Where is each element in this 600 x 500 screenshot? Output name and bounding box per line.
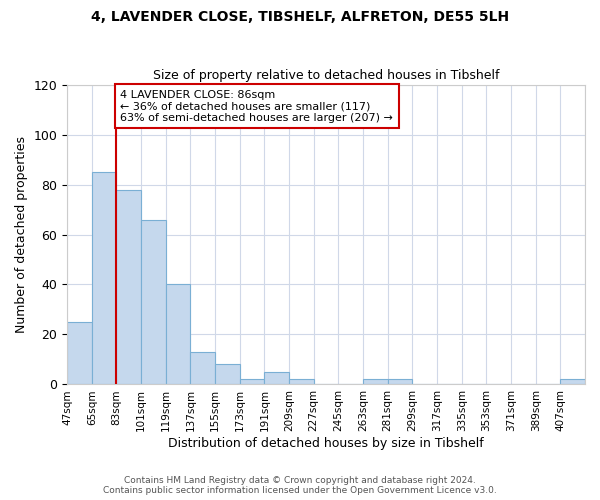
Bar — [215, 364, 240, 384]
Bar — [289, 380, 314, 384]
Bar — [166, 284, 190, 384]
Bar — [560, 380, 585, 384]
Bar — [363, 380, 388, 384]
Bar — [67, 322, 92, 384]
Bar — [92, 172, 116, 384]
Bar — [240, 380, 265, 384]
Bar — [141, 220, 166, 384]
X-axis label: Distribution of detached houses by size in Tibshelf: Distribution of detached houses by size … — [168, 437, 484, 450]
Text: 4 LAVENDER CLOSE: 86sqm
← 36% of detached houses are smaller (117)
63% of semi-d: 4 LAVENDER CLOSE: 86sqm ← 36% of detache… — [120, 90, 393, 123]
Text: 4, LAVENDER CLOSE, TIBSHELF, ALFRETON, DE55 5LH: 4, LAVENDER CLOSE, TIBSHELF, ALFRETON, D… — [91, 10, 509, 24]
Bar — [190, 352, 215, 384]
Bar — [116, 190, 141, 384]
Text: Contains HM Land Registry data © Crown copyright and database right 2024.
Contai: Contains HM Land Registry data © Crown c… — [103, 476, 497, 495]
Bar — [265, 372, 289, 384]
Title: Size of property relative to detached houses in Tibshelf: Size of property relative to detached ho… — [153, 69, 499, 82]
Bar — [388, 380, 412, 384]
Y-axis label: Number of detached properties: Number of detached properties — [15, 136, 28, 333]
